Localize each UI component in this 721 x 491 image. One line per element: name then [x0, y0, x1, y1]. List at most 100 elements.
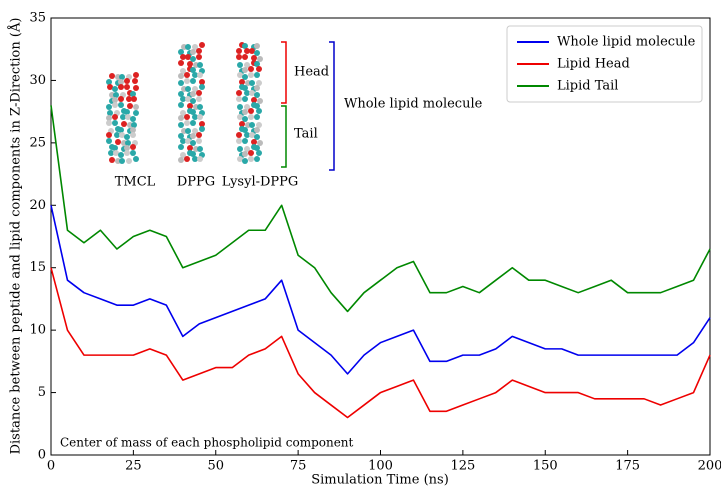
atom [256, 150, 262, 156]
head-bracket [281, 42, 286, 103]
atom [178, 157, 184, 163]
atom [124, 84, 130, 90]
x-axis-label: Simulation Time (ns) [311, 473, 449, 488]
tail-label: Tail [294, 127, 318, 142]
atom [133, 72, 139, 78]
atom [242, 54, 248, 60]
atom [115, 139, 121, 145]
atom [190, 133, 196, 139]
atom [254, 50, 260, 56]
atom [248, 72, 254, 78]
atom [242, 109, 248, 115]
atom [196, 132, 202, 138]
atom [185, 86, 191, 92]
atom [131, 122, 137, 128]
atom [133, 85, 139, 91]
atom [254, 92, 260, 98]
atom [178, 122, 184, 128]
atom [242, 151, 248, 157]
atom [236, 48, 242, 54]
atom [190, 120, 196, 126]
note: Center of mass of each phospholipid comp… [60, 436, 354, 450]
y-tick-label: 10 [29, 323, 46, 338]
atom [236, 54, 242, 60]
y-tick-label: 20 [29, 198, 46, 213]
atom [242, 96, 248, 102]
atom [237, 62, 243, 68]
atom [242, 138, 248, 144]
atom [254, 43, 260, 49]
x-tick-label: 150 [533, 459, 558, 474]
atom [118, 102, 124, 108]
atom [256, 66, 262, 72]
whole-label: Whole lipid molecule [344, 97, 483, 112]
x-tick-label: 50 [207, 459, 224, 474]
atom [254, 85, 260, 91]
atom [109, 73, 115, 79]
atom [125, 140, 131, 146]
atom [197, 62, 203, 68]
atom [199, 84, 205, 90]
legend-label: Whole lipid molecule [557, 35, 696, 50]
atom [106, 132, 112, 138]
y-tick-label: 0 [38, 448, 46, 463]
atom [236, 96, 242, 102]
atom [254, 72, 260, 78]
atom [190, 78, 196, 84]
atom [184, 120, 190, 126]
legend-label: Lipid Tail [557, 79, 618, 94]
inset: Head Tail Whole lipid molecule TMCL DPPG… [106, 42, 483, 190]
atom [248, 108, 254, 114]
atom [199, 126, 205, 132]
atom [118, 96, 124, 102]
atom [112, 102, 118, 108]
atom [248, 66, 254, 72]
atom [184, 72, 190, 78]
atom [196, 54, 202, 60]
atom [119, 158, 125, 164]
atom [178, 73, 184, 79]
atom [130, 116, 136, 122]
atom [118, 84, 124, 90]
atom [248, 150, 254, 156]
x-tick-label: 175 [615, 459, 640, 474]
atom [124, 134, 130, 140]
atom [185, 128, 191, 134]
atom [190, 56, 196, 62]
x-tick-label: 200 [698, 459, 721, 474]
atom [184, 156, 190, 162]
atom [196, 96, 202, 102]
x-tick-label: 25 [125, 459, 142, 474]
atom [118, 127, 124, 133]
x-tick-label: 0 [47, 459, 55, 474]
atom [236, 132, 242, 138]
atom [254, 156, 260, 162]
atom [242, 158, 248, 164]
atom [126, 158, 132, 164]
atom [248, 114, 254, 120]
atom [107, 110, 113, 116]
atom [237, 104, 243, 110]
legend-label: Lipid Head [557, 57, 630, 72]
atom [249, 80, 255, 86]
head-label: Head [294, 65, 329, 80]
x-tick-label: 100 [368, 459, 393, 474]
x-tick-label: 125 [450, 459, 475, 474]
atom [178, 80, 184, 86]
atom [178, 102, 184, 108]
atom [124, 78, 130, 84]
atom [184, 78, 190, 84]
atom [257, 56, 263, 62]
atom [130, 132, 136, 138]
molecule-label: TMCL [115, 175, 156, 190]
y-tick-label: 5 [38, 385, 46, 400]
atom [242, 116, 248, 122]
atom [112, 114, 118, 120]
atom [248, 156, 254, 162]
atom [236, 138, 242, 144]
atom [178, 60, 184, 66]
atom [242, 67, 248, 73]
atom [124, 109, 130, 115]
atom [184, 114, 190, 120]
atom [237, 146, 243, 152]
